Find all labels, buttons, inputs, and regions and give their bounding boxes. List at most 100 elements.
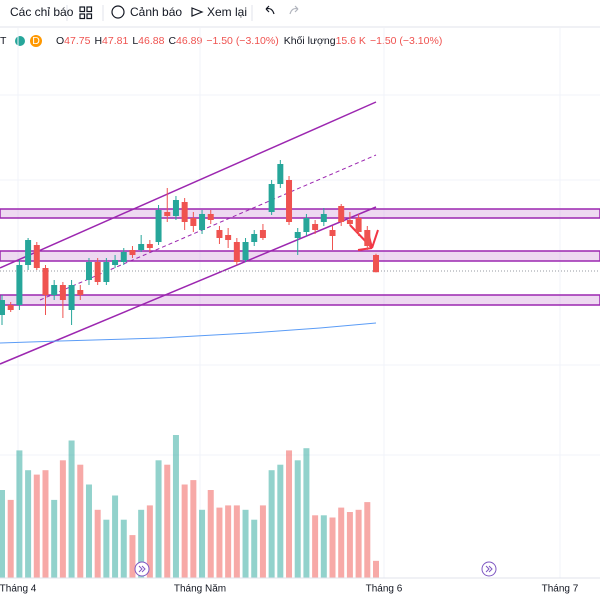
label: C xyxy=(168,35,176,47)
value: 47.81 xyxy=(102,35,128,47)
channel-lower xyxy=(0,206,377,365)
candle-body xyxy=(312,224,319,230)
moving-average xyxy=(0,322,377,344)
volume-bar xyxy=(164,464,171,578)
zone xyxy=(0,208,600,219)
volume-bar xyxy=(112,495,119,578)
candle-body xyxy=(259,230,266,238)
icon-grid xyxy=(86,13,93,20)
candle-body xyxy=(33,245,40,268)
candle-body xyxy=(277,164,284,184)
candle-body xyxy=(225,235,232,240)
series xyxy=(0,160,379,578)
volume-bar xyxy=(355,509,362,578)
toolbar-item[interactable]: Xem lại xyxy=(207,5,247,19)
candle-body xyxy=(329,230,336,236)
legend-interval: D xyxy=(32,35,40,47)
value: 47.75 xyxy=(64,35,90,47)
volume-bar xyxy=(268,470,275,578)
volume-bar xyxy=(312,515,319,578)
channel-upper xyxy=(0,101,377,269)
candle-body xyxy=(242,242,249,260)
volume-bar xyxy=(277,464,284,578)
icon-grid xyxy=(79,6,86,13)
legend-symbol: T xyxy=(0,35,7,47)
candle-body xyxy=(25,240,32,265)
volume-bar xyxy=(338,507,345,578)
candle-body xyxy=(94,262,101,282)
volume-bar xyxy=(225,505,232,578)
candle-body xyxy=(286,180,293,222)
volume-bar xyxy=(42,470,49,578)
candle-body xyxy=(0,300,5,315)
candle-body xyxy=(207,214,214,220)
change: −1.50 (−3.10%) xyxy=(206,35,278,47)
volume-bar xyxy=(329,517,336,578)
volume-bar xyxy=(103,519,110,578)
icon-redo xyxy=(289,5,299,15)
volume-bar xyxy=(138,509,145,578)
volume-bar xyxy=(242,509,249,578)
volume-bar xyxy=(51,499,58,578)
volume-bar xyxy=(207,490,214,578)
x-tick-label: Tháng 4 xyxy=(0,584,37,595)
arrow xyxy=(349,224,379,251)
candle-body xyxy=(138,244,145,250)
candle-body xyxy=(164,212,171,216)
icon-grid xyxy=(86,6,93,13)
toolbar xyxy=(0,0,600,26)
candle-body xyxy=(216,230,223,238)
zone xyxy=(0,250,600,262)
label: Khối lượng xyxy=(284,35,336,47)
volume-bar xyxy=(33,474,40,578)
volume-bar xyxy=(233,505,240,578)
candle-body xyxy=(7,305,14,310)
volume-bar xyxy=(320,515,327,578)
candle-body xyxy=(346,220,353,224)
volume-bar xyxy=(94,509,101,578)
volume-bar xyxy=(85,484,92,578)
candle-body xyxy=(146,244,153,248)
volume-bar xyxy=(120,519,127,578)
channel-mid xyxy=(39,154,377,301)
candle-body xyxy=(303,218,310,232)
candle-body xyxy=(199,214,206,230)
change: −1.50 (−3.10%) xyxy=(370,35,442,47)
candle-body xyxy=(103,262,110,282)
icon-grid xyxy=(79,13,86,20)
value: 46.89 xyxy=(176,35,202,47)
candle-body xyxy=(355,218,362,232)
volume-bar xyxy=(190,480,197,578)
toolbar-item[interactable]: Các chỉ báo xyxy=(10,5,74,19)
volume-bar xyxy=(303,448,310,578)
candle-body xyxy=(59,285,66,300)
candle-body xyxy=(112,260,119,265)
event-icon-glyph xyxy=(485,565,493,573)
volume-bar xyxy=(199,509,206,578)
icon-replay xyxy=(191,7,204,17)
volume-bar xyxy=(181,484,188,578)
candle-body xyxy=(364,230,371,246)
toolbar-icons xyxy=(79,5,299,20)
volume-bar xyxy=(16,450,23,578)
volume-bar xyxy=(286,450,293,578)
candle-body xyxy=(85,262,92,280)
volume-bar xyxy=(59,460,66,578)
value: 46.88 xyxy=(138,35,164,47)
volume-bar xyxy=(7,499,14,578)
label: H xyxy=(94,35,102,47)
status-dot xyxy=(15,36,25,46)
toolbar-item[interactable]: Cảnh báo xyxy=(130,5,182,19)
candle-body xyxy=(181,202,188,222)
candle-body xyxy=(120,252,127,262)
candle-body xyxy=(51,285,58,295)
volume-bar xyxy=(346,512,353,578)
volume-bar xyxy=(146,505,153,578)
candle-body xyxy=(16,265,23,305)
volume-bar xyxy=(77,464,84,578)
candle-body xyxy=(155,210,162,242)
candle-body xyxy=(294,232,301,238)
volume-bar xyxy=(68,440,75,578)
